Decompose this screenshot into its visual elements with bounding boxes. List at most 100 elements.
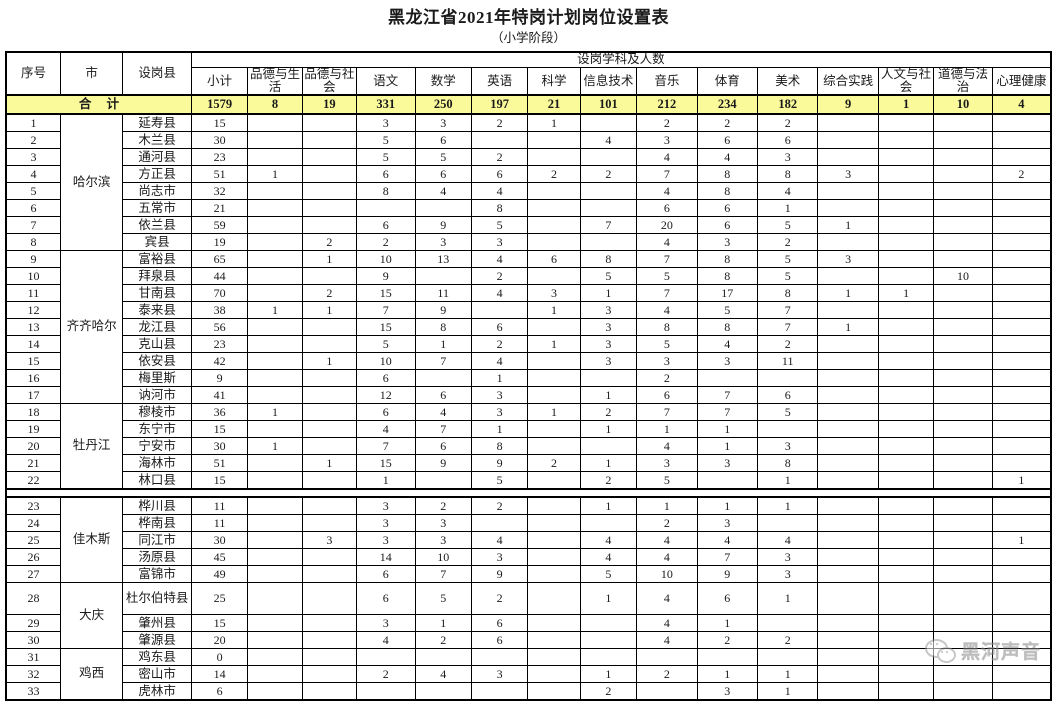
- data-cell: [579, 631, 638, 650]
- data-cell: 1: [301, 250, 358, 269]
- data-cell: [527, 437, 581, 456]
- data-cell: 3: [579, 301, 638, 320]
- data-cell: [933, 318, 993, 337]
- data-cell: 6: [470, 614, 529, 633]
- data-cell: 5: [756, 267, 819, 286]
- data-cell: 5: [470, 216, 529, 235]
- data-cell: [527, 233, 581, 252]
- data-cell: [817, 631, 879, 650]
- data-cell: [877, 531, 935, 550]
- data-cell: [933, 148, 993, 167]
- data-cell: 7: [414, 420, 472, 439]
- row-county: 尚志市: [122, 182, 192, 201]
- data-cell: 5: [356, 148, 416, 167]
- data-cell: 2: [756, 233, 819, 252]
- data-cell: 6: [696, 199, 758, 218]
- data-cell: [579, 369, 638, 388]
- data-cell: 2: [470, 267, 529, 286]
- table-row: 6 五常市 21 8 6 6 1: [5, 199, 1052, 218]
- data-cell: [933, 284, 993, 303]
- row-county: 泰来县: [122, 301, 192, 320]
- data-cell: 2: [579, 403, 638, 422]
- data-cell: [247, 471, 303, 490]
- data-cell: 15: [356, 454, 416, 473]
- data-cell: 1: [696, 437, 758, 456]
- row-city: 佳木斯: [59, 496, 124, 584]
- data-cell: 5: [636, 335, 698, 354]
- data-cell: [527, 548, 581, 567]
- row-index: 2: [5, 131, 61, 150]
- header-subtotal: 小计: [190, 67, 249, 96]
- total-cell: 21: [527, 94, 581, 116]
- data-cell: 3: [817, 165, 879, 184]
- total-cell: 4: [991, 94, 1052, 116]
- data-cell: 14: [356, 548, 416, 567]
- data-cell: [756, 514, 819, 533]
- data-cell: [991, 682, 1052, 701]
- data-cell: [991, 113, 1052, 133]
- data-cell: 1: [991, 531, 1052, 550]
- data-cell: 1: [696, 665, 758, 684]
- data-cell: [877, 148, 935, 167]
- data-cell: 7: [636, 165, 698, 184]
- data-cell: 3: [414, 514, 472, 533]
- data-cell: [817, 454, 879, 473]
- data-cell: 20: [190, 631, 249, 650]
- row-county: 密山市: [122, 665, 192, 684]
- data-cell: 2: [470, 582, 529, 616]
- data-cell: 2: [579, 165, 638, 184]
- data-cell: [414, 267, 472, 286]
- data-cell: [933, 582, 993, 616]
- data-cell: 5: [356, 335, 416, 354]
- data-cell: [301, 335, 358, 354]
- table-row: 22 林口县 15 1 5 2 5 1 1: [5, 471, 1052, 490]
- data-cell: 1: [756, 665, 819, 684]
- data-cell: [991, 386, 1052, 405]
- data-cell: [817, 386, 879, 405]
- data-cell: [933, 233, 993, 252]
- data-cell: [817, 369, 879, 388]
- data-cell: 41: [190, 386, 249, 405]
- data-cell: 8: [579, 250, 638, 269]
- page-subtitle: （小学阶段）: [490, 31, 566, 45]
- data-cell: 5: [470, 471, 529, 490]
- table-row: 28 大庆 杜尔伯特县 25 6 5 2 1 4 6 1: [5, 582, 1052, 650]
- data-cell: [877, 233, 935, 252]
- row-county: 富锦市: [122, 565, 192, 584]
- data-cell: 2: [301, 284, 358, 303]
- data-cell: [817, 182, 879, 201]
- table-row: 27 富锦市 49 6 7 9 5 10 9 3: [5, 565, 1052, 584]
- data-cell: 21: [190, 199, 249, 218]
- table-body: 合 计 1579 8 19 331 250 197 21 101 212 234 182 9 1 10 4 1 哈…: [5, 94, 1052, 701]
- data-cell: [470, 514, 529, 533]
- data-cell: [817, 565, 879, 584]
- data-cell: 1: [301, 352, 358, 371]
- data-cell: 3: [817, 250, 879, 269]
- data-cell: [301, 386, 358, 405]
- table-row: 26 汤原县 45 14 10 3 4 4 7 3: [5, 548, 1052, 567]
- table-row: 21 海林市 51 1 15 9 9 2 1 3 3 8: [5, 454, 1052, 473]
- data-cell: 7: [579, 216, 638, 235]
- data-cell: [301, 496, 358, 516]
- data-cell: [817, 352, 879, 371]
- data-cell: 3: [696, 514, 758, 533]
- data-cell: 6: [356, 582, 416, 616]
- data-cell: 8: [414, 318, 472, 337]
- data-cell: 2: [470, 113, 529, 133]
- data-cell: 1: [579, 454, 638, 473]
- row-index: 26: [5, 548, 61, 567]
- data-cell: [247, 582, 303, 616]
- data-cell: [991, 301, 1052, 320]
- data-cell: 3: [756, 548, 819, 567]
- data-cell: [877, 301, 935, 320]
- table-head: 序号 市 设岗县 设岗学科及人数 小计 品德与生活 品德与社会 语文 数学 英语…: [5, 51, 1052, 96]
- row-county: 虎林市: [122, 682, 192, 701]
- data-cell: 4: [636, 631, 698, 650]
- data-cell: 8: [696, 318, 758, 337]
- data-cell: [877, 614, 935, 633]
- row-county: 五常市: [122, 199, 192, 218]
- row-county: 穆棱市: [122, 403, 192, 422]
- row-index: 24: [5, 514, 61, 533]
- row-index: 3: [5, 148, 61, 167]
- row-city: 大庆: [59, 582, 124, 650]
